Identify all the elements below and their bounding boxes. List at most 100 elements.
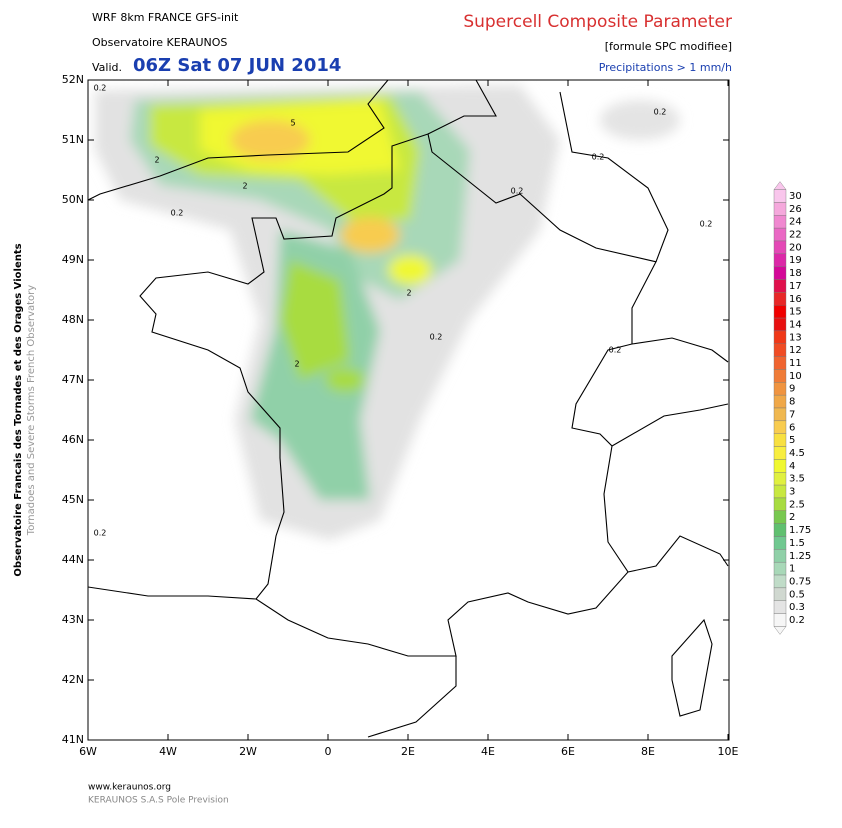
legend-swatch	[773, 189, 787, 203]
legend-label: 1.5	[789, 538, 805, 549]
lat-label: 41N	[62, 733, 84, 746]
contour-label: 0.2	[511, 187, 524, 196]
legend-swatch	[773, 394, 787, 409]
lat-label: 52N	[62, 73, 84, 86]
legend-label: 0.3	[789, 602, 805, 613]
contour-label: 0.2	[609, 346, 622, 355]
legend-label: 15	[789, 307, 802, 318]
legend-swatch	[773, 600, 787, 614]
legend-label: 0.75	[789, 576, 811, 587]
france-border	[139, 133, 657, 657]
side-text-english: Tornadoes and Severe Storms French Obser…	[26, 285, 37, 536]
legend-swatch	[773, 253, 787, 267]
legend-swatch	[773, 266, 787, 280]
contour-label: 0.2	[700, 220, 713, 229]
legend-label: 30	[789, 191, 802, 202]
legend-label: 6	[789, 422, 795, 433]
spain-east-coast	[367, 656, 457, 738]
legend-swatch	[773, 330, 787, 344]
legend-swatch	[773, 549, 787, 563]
legend-swatch	[773, 446, 787, 460]
lat-label: 45N	[62, 493, 84, 506]
contour-label: 2	[242, 182, 247, 191]
legend-label: 16	[789, 294, 802, 305]
valid-label: Valid.	[92, 61, 122, 74]
lon-label: 8E	[641, 745, 655, 758]
legend-swatch	[773, 484, 787, 499]
legend-label: 9	[789, 384, 795, 395]
legend-label: 0.2	[789, 615, 805, 626]
lat-label: 46N	[62, 433, 84, 446]
legend-swatch	[773, 510, 787, 524]
legend-swatch	[773, 472, 787, 486]
contour-label: 2	[294, 360, 299, 369]
lon-label: 2W	[239, 745, 257, 758]
legend-swatch	[773, 407, 787, 422]
legend-label: 20	[789, 242, 802, 253]
england-coast	[88, 80, 389, 201]
legend-swatch	[773, 202, 787, 216]
legend-label: 4	[789, 461, 795, 472]
contour-label: 0.2	[94, 84, 107, 93]
legend-arrow-bottom	[773, 626, 787, 635]
swiss-border	[631, 337, 729, 363]
legend-label: 18	[789, 268, 802, 279]
contour-label: 0.2	[654, 108, 667, 117]
legend-swatch	[773, 523, 787, 537]
contour-label: 0.2	[430, 333, 443, 342]
lon-label: 4E	[481, 745, 495, 758]
legend-label: 17	[789, 281, 802, 292]
lon-label: 6W	[79, 745, 97, 758]
contour-label: 2	[406, 289, 411, 298]
legend-swatch	[773, 420, 787, 434]
coastlines	[88, 80, 729, 738]
legend-label: 11	[789, 358, 802, 369]
legend-label: 1.25	[789, 551, 811, 562]
lat-label: 50N	[62, 193, 84, 206]
legend-label: 3	[789, 487, 795, 498]
belgium-coast	[427, 80, 497, 135]
legend-label: 5	[789, 435, 795, 446]
lat-label: 44N	[62, 553, 84, 566]
map-title: Supercell Composite Parameter	[463, 12, 732, 32]
legend-swatch	[773, 240, 787, 255]
legend-swatch	[773, 613, 787, 627]
legend-swatch	[773, 433, 787, 447]
legend-swatch	[773, 574, 787, 589]
lon-label: 4W	[159, 745, 177, 758]
legend-label: 7	[789, 409, 795, 420]
precip-note: Precipitations > 1 mm/h	[599, 61, 732, 74]
legend-swatch	[773, 587, 787, 601]
contour-label: 0.2	[592, 153, 605, 162]
legend-swatch	[773, 561, 787, 576]
legend-swatch	[773, 459, 787, 473]
lat-label: 48N	[62, 313, 84, 326]
legend-label: 26	[789, 204, 802, 215]
legend-swatch	[773, 279, 787, 293]
contour-label: 5	[290, 119, 295, 128]
legend-swatch	[773, 536, 787, 550]
lon-label: 6E	[561, 745, 575, 758]
legend-label: 19	[789, 255, 802, 266]
lat-label: 47N	[62, 373, 84, 386]
valid-time: 06Z Sat 07 JUN 2014	[133, 55, 341, 76]
legend-label: 24	[789, 217, 802, 228]
corsica	[671, 618, 713, 717]
legend-label: 3.5	[789, 474, 805, 485]
legend-label: 13	[789, 332, 802, 343]
legend-label: 10	[789, 371, 802, 382]
rhine-border	[559, 91, 669, 262]
lat-label: 49N	[62, 253, 84, 266]
observatory-text: Observatoire KERAUNOS	[92, 36, 227, 49]
italy-coast	[627, 535, 729, 573]
side-text-french: Observatoire Francais des Tornades et de…	[13, 243, 24, 576]
legend-label: 1.75	[789, 525, 811, 536]
lon-label: 2E	[401, 745, 415, 758]
legend-label: 8	[789, 397, 795, 408]
legend-label: 14	[789, 319, 802, 330]
legend-swatch	[773, 356, 787, 370]
footer-company: KERAUNOS S.A.S Pole Prevision	[88, 796, 229, 806]
lat-label: 42N	[62, 673, 84, 686]
model-text: WRF 8km FRANCE GFS-init	[92, 11, 239, 24]
